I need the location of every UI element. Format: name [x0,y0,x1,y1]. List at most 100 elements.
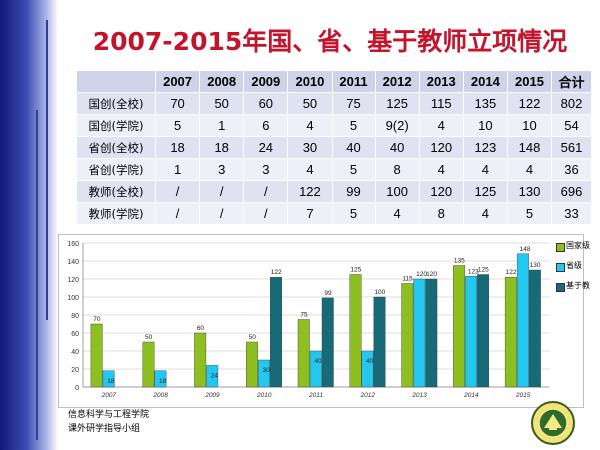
legend-label: 基于教 [566,281,590,290]
table-cell: 4 [462,158,508,181]
column-header: 2015 [506,70,553,93]
data-label: 100 [374,289,385,296]
column-header: 2013 [418,70,464,93]
data-label: 122 [506,269,517,276]
table-cell: / [243,202,289,225]
table-cell: 135 [462,92,508,115]
y-tick-label: 20 [71,367,79,374]
table-cell: 802 [551,92,592,115]
column-header: 2014 [462,70,508,93]
bar [401,283,414,388]
table-cell: 123 [462,136,508,159]
table-cell: 7 [287,202,333,225]
data-label: 50 [145,334,153,341]
bar [349,274,362,388]
bar [246,341,258,388]
data-label: 120 [426,271,437,278]
table-cell: 5 [331,114,376,137]
data-label: 30 [263,367,271,374]
y-tick-label: 60 [71,331,79,338]
data-label: 135 [454,258,465,265]
data-label: 40 [366,358,374,365]
data-label: 148 [520,246,531,253]
table-cell: 4 [287,158,333,181]
data-label: 70 [93,316,101,323]
table-cell: 6 [243,114,289,137]
column-header: 2011 [331,70,376,93]
table-cell: 50 [287,92,333,115]
bar [297,319,310,388]
table-cell: / [154,180,201,203]
table-cell: 1 [199,114,245,137]
bar [425,278,438,388]
legend-label: 国家级 [566,241,590,250]
bar [194,332,207,388]
table-cell: 4 [462,202,508,225]
table-cell: 18 [154,136,201,159]
table-cell: / [243,180,289,203]
column-header: 2012 [374,70,420,93]
table-corner-cell [76,70,156,93]
y-tick-label: 0 [75,385,79,392]
statistics-table: 2007 2008 2009 2010 2011 2012 2013 2014 2015 合计 国… [76,70,592,225]
table-cell: 125 [374,92,420,115]
bar [465,276,478,388]
table-cell: 75 [331,92,376,115]
table-cell: 122 [287,180,333,203]
decorative-line [46,20,48,320]
table-cell: 696 [551,180,592,203]
row-label: 省创(学院) [76,158,156,181]
table-cell: 5 [331,202,376,225]
legend-swatch [556,263,565,272]
data-label: 130 [530,262,541,269]
bar [373,296,386,388]
bar [321,297,334,388]
table-cell: 5 [331,158,376,181]
chart-panel: 0 20 40 60 80 100 120 140 160 70 18 2007 50 18 2008 60 2… [58,234,584,408]
table-cell: 4 [287,114,333,137]
table-row: 教师(全校) / //122 99 100 120 125 130 696 [76,180,592,203]
table-row: 国创(学院) 5 1 6 4 5 9(2) 4 10 10 54 [76,114,592,137]
data-label: 99 [324,290,332,297]
y-tick-label: 100 [67,295,79,302]
table-cell: 99 [331,180,376,203]
table-cell: 148 [506,136,553,159]
table-cell: 40 [331,136,376,159]
table-row: 省创(学院) 1 3 3 4 5 8 4 4 4 36 [76,158,592,181]
row-label: 教师(全校) [76,180,156,203]
x-tick-label: 2013 [411,392,427,399]
legend-item: 国家级 [556,238,596,258]
legend-item: 省级 [556,258,596,278]
table-cell: 8 [374,158,420,181]
table-cell: 9(2) [374,114,420,137]
footer: 信息科学与工程学院 课外研学指导小组 [68,408,149,436]
row-label: 国创(全校) [76,92,156,115]
university-emblem-logo [531,401,575,445]
data-label: 24 [211,372,219,379]
table-cell: 5 [506,202,553,225]
bar [258,359,270,388]
x-tick-label: 2009 [204,392,220,399]
table-cell: 70 [154,92,201,115]
table-cell: 10 [462,114,508,137]
table-cell: 125 [462,180,508,203]
bar [142,341,155,388]
y-tick-label: 120 [67,277,79,284]
bar [270,277,282,388]
chart-legend: 国家级 省级 基于教 [556,238,596,298]
bar-chart: 0 20 40 60 80 100 120 140 160 70 18 2007 50 18 2008 60 2… [67,241,549,399]
slide-title: 2007-2015年国、省、基于教师立项情况 [92,27,568,56]
table-cell: 54 [551,114,592,137]
table-cell: 30 [287,136,333,159]
data-label: 123 [468,268,479,275]
table-cell: 24 [243,136,289,159]
table-cell: 4 [418,158,464,181]
table-cell: 1 [154,158,201,181]
x-tick-label: 2014 [463,392,479,399]
y-tick-label: 80 [71,313,79,320]
table-cell: 5 [154,114,201,137]
data-label: 122 [271,269,282,276]
table-cell: 100 [374,180,420,203]
x-tick-label: 2012 [360,392,376,399]
footer-line-1: 信息科学与工程学院 [68,410,150,420]
